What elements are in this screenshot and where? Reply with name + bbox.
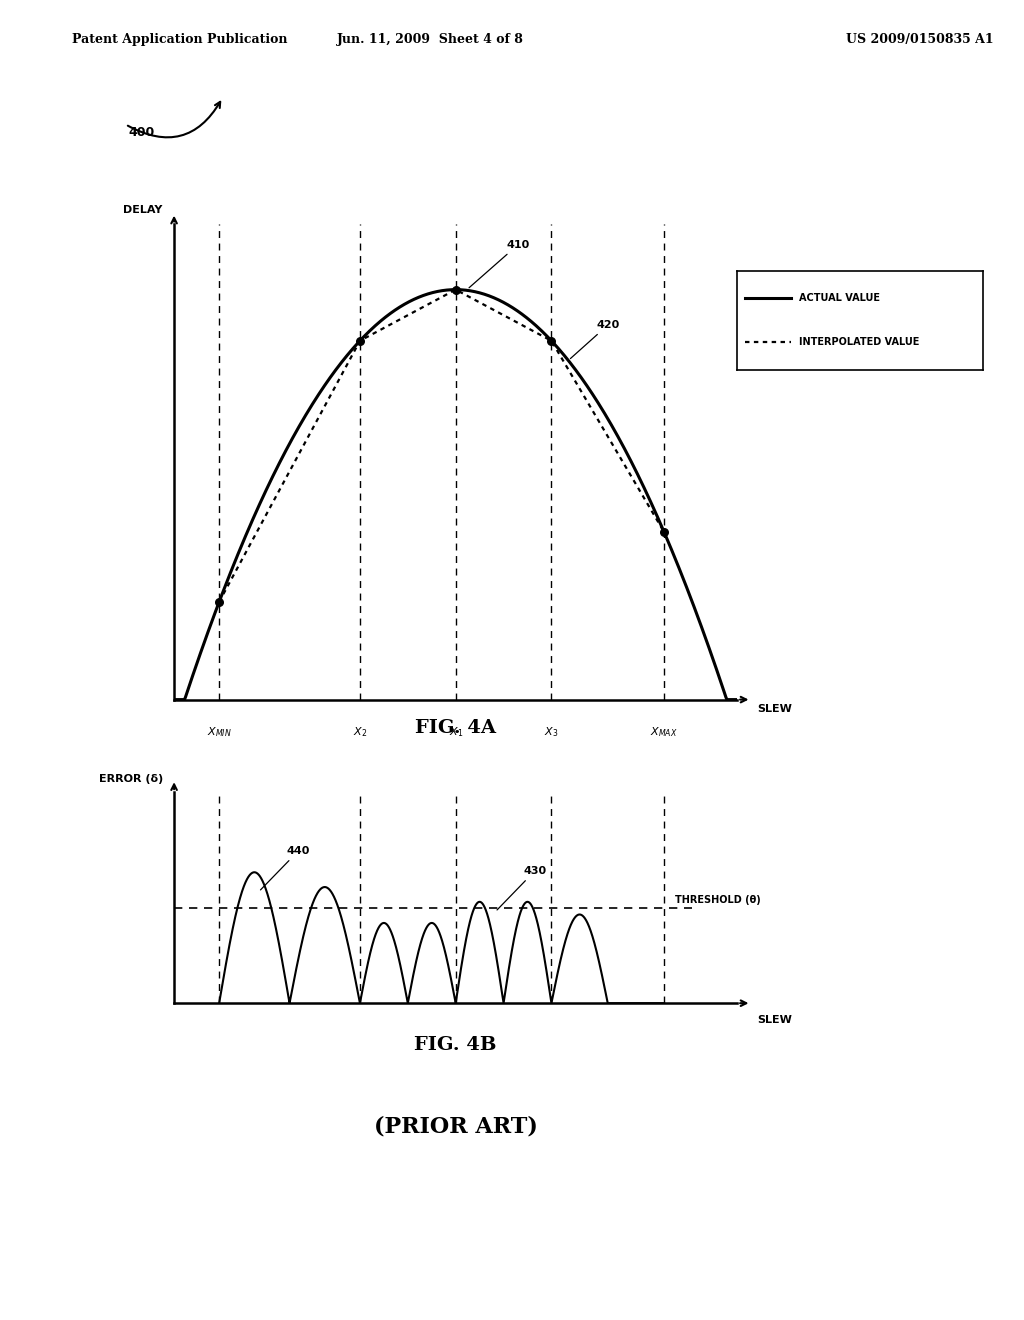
Text: 440: 440 (260, 846, 310, 890)
Text: ERROR (δ): ERROR (δ) (98, 775, 163, 784)
Text: (PRIOR ART): (PRIOR ART) (374, 1115, 538, 1138)
Text: FIG. 4A: FIG. 4A (415, 719, 497, 738)
Text: FIG. 4B: FIG. 4B (415, 1036, 497, 1055)
Text: DELAY: DELAY (124, 206, 163, 215)
Text: 410: 410 (469, 240, 529, 288)
Point (352, 330, 369, 351)
Text: 400: 400 (128, 125, 155, 139)
Text: 430: 430 (497, 866, 547, 909)
Text: Jun. 11, 2009  Sheet 4 of 8: Jun. 11, 2009 Sheet 4 of 8 (337, 33, 523, 46)
Text: 420: 420 (570, 319, 620, 359)
Text: $X_2$: $X_2$ (353, 725, 367, 739)
Point (211, 591, 227, 612)
Text: THRESHOLD (θ): THRESHOLD (θ) (676, 895, 761, 904)
Text: $X_1$: $X_1$ (449, 725, 463, 739)
Text: ACTUAL VALUE: ACTUAL VALUE (799, 293, 880, 304)
Text: SLEW: SLEW (757, 1015, 792, 1026)
Point (447, 279, 464, 300)
Point (544, 330, 560, 351)
Text: $X_{MIN}$: $X_{MIN}$ (207, 725, 231, 739)
Text: Patent Application Publication: Patent Application Publication (72, 33, 287, 46)
Text: SLEW: SLEW (757, 704, 792, 714)
Text: $X_3$: $X_3$ (544, 725, 559, 739)
Text: US 2009/0150835 A1: US 2009/0150835 A1 (846, 33, 993, 46)
Text: $X_{MAX}$: $X_{MAX}$ (650, 725, 678, 739)
Text: INTERPOLATED VALUE: INTERPOLATED VALUE (799, 337, 920, 347)
Point (656, 521, 673, 543)
